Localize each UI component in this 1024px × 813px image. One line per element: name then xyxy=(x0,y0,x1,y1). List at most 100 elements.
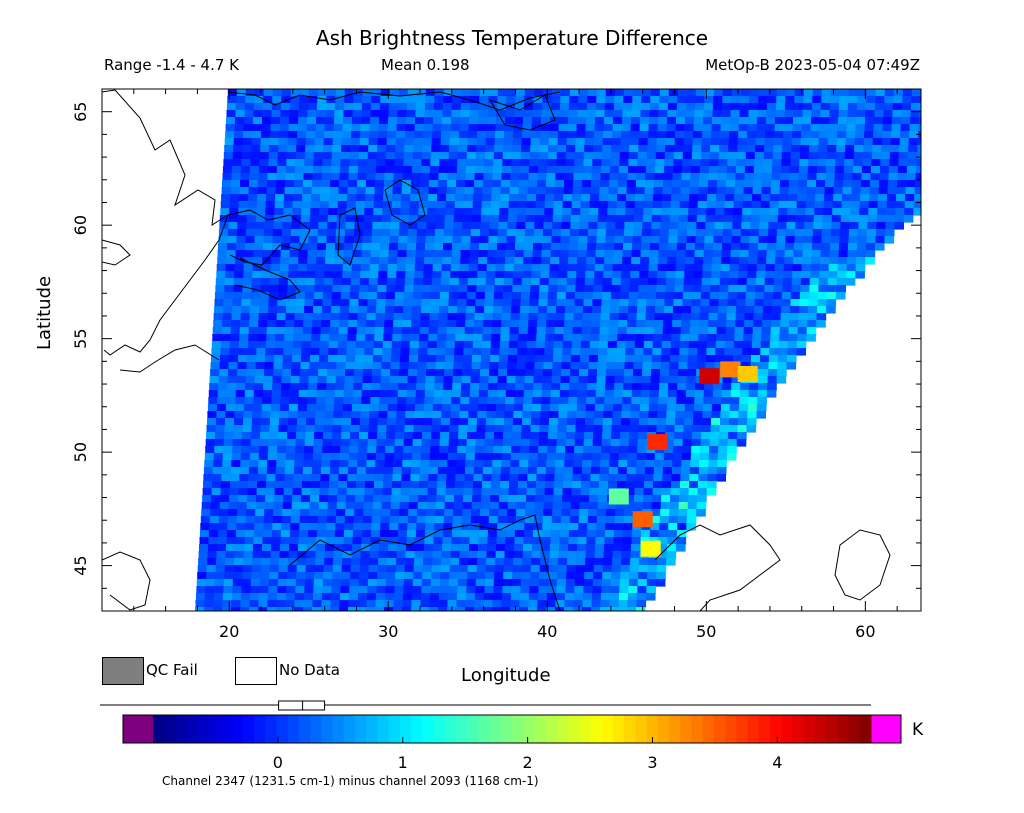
heatmap-cell xyxy=(450,411,460,419)
heatmap-cell xyxy=(649,397,659,405)
heatmap-cell xyxy=(871,159,881,167)
heatmap-cell xyxy=(830,89,841,97)
heatmap-cell xyxy=(362,523,372,531)
heatmap-cell xyxy=(824,194,834,202)
heatmap-cell xyxy=(589,355,599,363)
heatmap-cell xyxy=(576,404,587,412)
heatmap-cell xyxy=(604,110,615,118)
heatmap-cell xyxy=(234,411,244,419)
heatmap-cell xyxy=(897,166,908,174)
heatmap-cell xyxy=(515,89,526,97)
heatmap-cell xyxy=(660,362,671,370)
heatmap-cell xyxy=(435,362,446,370)
heatmap-cell xyxy=(302,481,312,489)
heatmap-cell xyxy=(529,446,539,454)
heatmap-cell xyxy=(514,257,524,265)
heatmap-cell xyxy=(471,362,482,370)
heatmap-cell xyxy=(643,348,653,356)
heatmap-cell xyxy=(443,96,453,104)
heatmap-cell xyxy=(396,551,407,559)
heatmap-cell xyxy=(790,299,801,307)
heatmap-cell xyxy=(471,222,481,230)
heatmap-cell xyxy=(784,257,794,265)
heatmap-cell xyxy=(704,89,715,97)
heatmap-cell xyxy=(639,271,649,279)
heatmap-cell xyxy=(462,509,472,517)
heatmap-cell xyxy=(660,215,671,223)
heatmap-cell xyxy=(524,229,535,237)
heatmap-cell xyxy=(287,278,298,286)
heatmap-cell xyxy=(515,376,526,384)
heatmap-cell xyxy=(281,383,291,391)
heatmap-cell xyxy=(590,187,601,195)
heatmap-cell xyxy=(456,313,467,321)
heatmap-cell xyxy=(695,236,706,244)
heatmap-cell xyxy=(856,250,867,258)
heatmap-cell xyxy=(537,460,547,468)
heatmap-cell xyxy=(858,215,869,223)
heatmap-cell xyxy=(710,278,721,286)
heatmap-cell xyxy=(289,530,300,538)
heatmap-cell xyxy=(380,243,390,251)
heatmap-cell xyxy=(355,201,366,209)
heatmap-cell xyxy=(306,124,317,132)
heatmap-cell xyxy=(572,334,582,342)
heatmap-cell xyxy=(656,572,666,580)
heatmap-cell xyxy=(532,397,542,405)
heatmap-cell xyxy=(481,341,492,349)
heatmap-cell xyxy=(789,166,800,174)
heatmap-cell xyxy=(289,103,300,111)
heatmap-cell xyxy=(389,383,399,391)
heatmap-cell xyxy=(231,607,241,611)
heatmap-cell xyxy=(354,502,365,510)
heatmap-cell xyxy=(363,215,374,223)
heatmap-cell xyxy=(233,572,243,580)
heatmap-cell xyxy=(659,516,670,524)
heatmap-cell xyxy=(401,474,411,482)
heatmap-cell xyxy=(236,229,247,237)
heatmap-cell xyxy=(336,362,347,370)
heatmap-cell xyxy=(688,208,698,216)
heatmap-cell xyxy=(473,327,484,335)
heatmap-cell xyxy=(449,572,459,580)
heatmap-cell xyxy=(353,96,363,104)
heatmap-cell xyxy=(641,383,651,391)
heatmap-cell xyxy=(442,117,452,125)
heatmap-cell xyxy=(421,152,432,160)
heatmap-cell xyxy=(809,285,819,293)
heatmap-cell xyxy=(887,194,897,202)
heatmap-cell xyxy=(213,593,224,601)
heatmap-cell xyxy=(661,201,672,209)
heatmap-cell xyxy=(376,586,386,594)
heatmap-cell xyxy=(840,215,851,223)
heatmap-cell xyxy=(882,124,893,132)
heatmap-cell xyxy=(487,103,498,111)
heatmap-cell xyxy=(530,425,541,433)
heatmap-cell xyxy=(435,222,445,230)
heatmap-cell xyxy=(829,110,840,118)
heatmap-cell xyxy=(360,124,371,132)
heatmap-cell xyxy=(220,341,231,349)
heatmap-cell xyxy=(602,565,613,573)
heatmap-cell xyxy=(286,446,296,454)
heatmap-cell xyxy=(728,278,739,286)
heatmap-cell xyxy=(459,411,469,419)
heatmap-cell xyxy=(729,271,739,279)
heatmap-cell xyxy=(552,502,563,510)
heatmap-cell xyxy=(508,488,519,496)
heatmap-cell xyxy=(314,285,324,293)
heatmap-cell xyxy=(368,565,379,573)
heatmap-cell xyxy=(222,180,232,188)
heatmap-cell xyxy=(493,446,503,454)
heatmap-cell xyxy=(760,341,771,349)
heatmap-cell xyxy=(591,593,602,601)
heatmap-cell xyxy=(304,579,315,587)
heatmap-cell xyxy=(422,278,433,286)
heatmap-cell xyxy=(652,341,663,349)
heatmap-cell xyxy=(609,607,619,611)
heatmap-cell xyxy=(335,523,345,531)
heatmap-cell xyxy=(860,194,870,202)
heatmap-cell xyxy=(683,278,694,286)
heatmap-cell xyxy=(658,110,669,118)
heatmap-cell xyxy=(658,250,669,258)
